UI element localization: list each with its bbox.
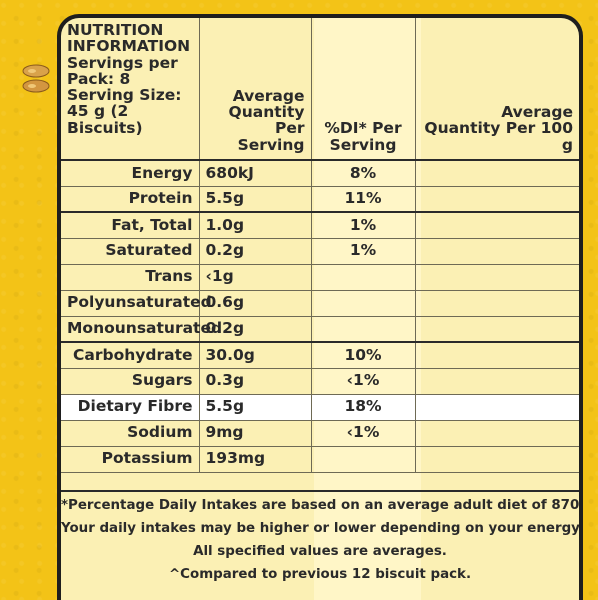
table-row: Energy 680kJ 8% [61,159,579,187]
table-row: Monounsaturated 0.2g [61,315,579,343]
per-100g-value [414,159,579,187]
per-serving-value: 1.0g [198,211,312,239]
di-value: 18% [310,393,416,421]
footnote-intakes: Your daily intakes may be higher or lowe… [61,521,583,536]
per-100g-value [414,263,579,291]
per-serving-value: 0.2g [198,237,312,265]
nutrient-label: Fat, Total [61,211,200,239]
per-100g-value [414,185,579,213]
footnote-compared: ^Compared to previous 12 biscuit pack. [168,567,472,582]
per-serving-value: 0.2g [198,315,312,343]
di-value [310,263,416,291]
table-row: Protein 5.5g 11% [61,185,579,213]
col-header-di: %DI* Per Serving [310,18,416,161]
di-value: 1% [310,237,416,265]
table-row: Sugars 0.3g ‹1% [61,367,579,395]
table-row: Carbohydrate 30.0g 10% [61,341,579,369]
nutrient-label: Saturated [61,237,200,265]
table-row: Fat, Total 1.0g 1% [61,211,579,239]
nutrition-table: NUTRITION INFORMATION Servings per Pack:… [61,18,579,473]
col-header-avg-serving: Average Quantity Per Serving [198,18,312,161]
nutrition-info-title: NUTRITION INFORMATION [67,21,191,56]
per-100g-value [414,419,579,447]
table-row-highlighted: Dietary Fibre 5.5g 18% [61,393,579,421]
di-value: 1% [310,211,416,239]
nutrient-label: Protein [61,185,200,213]
di-value: 11% [310,185,416,213]
di-value [310,445,416,473]
nutrient-label: Carbohydrate [61,341,200,369]
table-row: Polyunsaturated 0.6g [61,289,579,317]
footnote-averages: All specified values are averages. [193,544,447,559]
nutrient-label: Dietary Fibre [61,393,200,421]
per-serving-value: 5.5g [198,393,312,421]
per-serving-value: 30.0g [198,341,312,369]
serving-size: Serving Size: 45 g (2 Biscuits) [67,86,182,137]
per-serving-value: 9mg [198,419,312,447]
servings-per-pack: Servings per Pack: 8 [67,53,178,88]
per-100g-value [414,341,579,369]
per-serving-value: 680kJ [198,159,312,187]
di-value: ‹1% [310,419,416,447]
per-serving-value: 0.6g [198,289,312,317]
header-row: NUTRITION INFORMATION Servings per Pack:… [61,18,579,161]
footnotes: *Percentage Daily Intakes are based on a… [61,490,579,586]
table-row: Potassium 193mg [61,445,579,473]
di-value [310,315,416,343]
nutrient-label: Sodium [61,419,200,447]
per-100g-value [414,237,579,265]
per-serving-value: 0.3g [198,367,312,395]
nutrient-label: Sugars [61,367,200,395]
nutrient-label: Polyunsaturated [61,289,212,317]
nutrient-label: Monounsaturated [61,315,222,343]
per-100g-value [414,315,579,343]
wheat-grain-icon [22,64,50,93]
per-100g-value [414,445,579,473]
per-100g-value [414,211,579,239]
per-100g-value [414,289,579,317]
per-serving-value: 193mg [198,445,312,473]
col-header-avg-100g: Average Quantity Per 100 g [414,18,579,161]
per-serving-value: ‹1g [198,263,312,291]
nutrient-label: Trans [61,263,200,291]
per-100g-value [414,393,579,421]
di-value [310,289,416,317]
nutrient-label: Energy [61,159,200,187]
nutrient-label: Potassium [61,445,200,473]
table-row: Trans ‹1g [61,263,579,291]
di-value: ‹1% [310,367,416,395]
per-100g-value [414,367,579,395]
per-serving-value: 5.5g [198,185,312,213]
table-row: Saturated 0.2g 1% [61,237,579,265]
di-value: 10% [310,341,416,369]
di-value: 8% [310,159,416,187]
nutrition-panel: NUTRITION INFORMATION Servings per Pack:… [57,14,583,600]
footnote-di: *Percentage Daily Intakes are based on a… [61,498,583,513]
table-row: Sodium 9mg ‹1% [61,419,579,447]
